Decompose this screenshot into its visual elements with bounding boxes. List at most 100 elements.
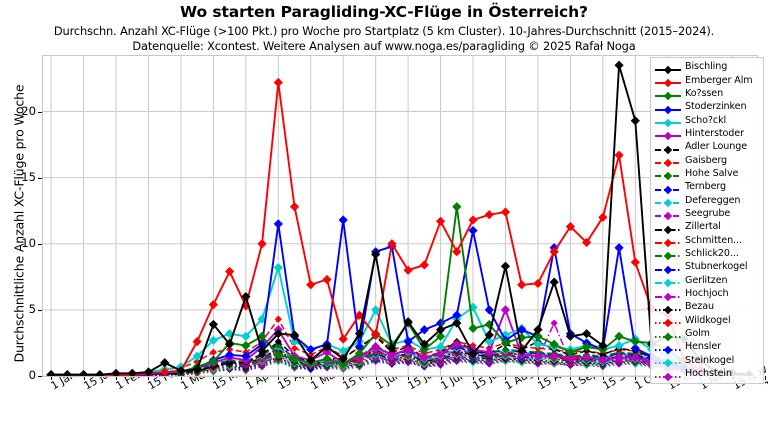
x-tick-mark [473,376,475,380]
legend-label: Stoderzinken [685,101,747,113]
legend-item[interactable]: Hochstein [654,367,760,381]
legend-swatch-icon [654,207,682,221]
legend-label: Stubnerkogel [685,261,748,273]
legend-item[interactable]: Adler Lounge [654,140,760,154]
x-tick-mark [83,376,85,380]
x-tick-mark [602,376,604,380]
legend-item[interactable]: Bischling [654,60,760,74]
y-tick-label: 0 [28,368,36,382]
legend-item[interactable]: Ternberg [654,180,760,194]
y-tick-label: 10 [21,235,36,250]
legend-swatch-icon [654,341,682,355]
y-tick-mark [38,376,42,377]
x-tick-mark [213,376,215,380]
legend-label: Defereggen [685,194,741,206]
legend-label: Hinterstoder [685,127,744,139]
x-tick-mark [278,376,280,380]
legend-item[interactable]: Hensler [654,340,760,355]
legend-label: Gerlitzen [685,274,728,286]
y-tick-label: 20 [21,103,36,118]
series-emberger-alm [46,77,754,376]
legend-swatch-icon [654,167,682,181]
x-tick-mark [408,376,410,380]
x-tick-mark [116,376,118,380]
x-tick-mark [148,376,150,380]
legend-label: Hohe Salve [685,167,739,179]
legend-swatch-icon [654,74,682,88]
legend-item[interactable]: Bezau [654,300,760,315]
legend-swatch-icon [654,154,682,168]
x-tick-mark [440,376,442,380]
legend-item[interactable]: Defereggen [654,193,760,208]
legend-item[interactable]: Hochjoch [654,287,760,301]
legend-item[interactable]: Gaisberg [654,153,760,168]
x-tick-mark [570,376,572,380]
x-tick-mark [375,376,377,380]
legend[interactable]: Bischling Emberger Alm Ko?ssen Stoderzinken… [650,57,764,385]
series-hochjoch [47,319,753,376]
x-tick-mark [505,376,507,380]
legend-item[interactable]: Seegrube [654,207,760,221]
legend-swatch-icon [654,101,682,114]
chart-subtitle-line-2: Datenquelle: Xcontest. Weitere Analysen … [132,39,636,53]
legend-item[interactable]: Schlick20... [654,247,760,261]
legend-swatch-icon [654,127,682,141]
legend-label: Ko?ssen [685,87,724,99]
legend-swatch-icon [654,61,682,74]
x-tick-mark [635,376,637,380]
legend-item[interactable]: Schmitten... [654,233,760,248]
y-tick-mark [38,309,42,311]
legend-label: Scho?ckl [685,114,727,126]
legend-swatch-icon [654,194,682,208]
legend-label: Wildkogel [685,314,731,326]
legend-item[interactable]: Stubnerkogel [654,260,760,275]
legend-swatch-icon [654,221,682,234]
legend-label: Seegrube [685,207,731,219]
legend-label: Emberger Alm [685,74,753,86]
legend-item[interactable]: Wildkogel [654,314,760,328]
legend-item[interactable]: Gerlitzen [654,274,760,288]
legend-label: Adler Lounge [685,141,748,153]
legend-label: Bischling [685,61,728,73]
x-tick-mark [537,376,539,380]
legend-swatch-icon [654,301,682,315]
legend-label: Gaisberg [685,154,728,166]
legend-swatch-icon [654,288,682,301]
legend-swatch-icon [654,87,682,101]
x-tick-mark [310,376,312,380]
legend-label: Schmitten... [685,234,742,246]
legend-item[interactable]: Golm [654,327,760,341]
legend-swatch-icon [654,274,682,288]
legend-swatch-icon [654,261,682,275]
legend-swatch-icon [654,234,682,248]
y-tick-mark [38,111,42,113]
legend-item[interactable]: Hinterstoder [654,127,760,141]
legend-item[interactable]: Zillertal [654,220,760,234]
chart-subtitle-line-1: Durchschn. Anzahl XC-Flüge (>100 Pkt.) p… [53,24,715,38]
x-tick-mark [180,376,182,380]
legend-label: Bezau [685,301,714,313]
legend-label: Hensler [685,341,722,353]
series-bischling [46,60,754,376]
legend-label: Golm [685,328,710,340]
legend-swatch-icon [654,114,682,128]
legend-label: Hochjoch [685,288,729,300]
chart-title: Wo starten Paragliding-XC-Flüge in Öster… [180,3,588,21]
x-tick-mark [343,376,345,380]
legend-swatch-icon [654,247,682,261]
legend-label: Ternberg [685,181,727,193]
legend-label: Schlick20... [685,247,739,259]
legend-swatch-icon [654,328,682,341]
x-tick-mark [765,376,767,380]
legend-item[interactable]: Hohe Salve [654,167,760,181]
x-tick-mark [51,376,53,380]
legend-item[interactable]: Stoderzinken [654,100,760,114]
legend-item[interactable]: Scho?ckl [654,113,760,128]
legend-item[interactable]: Ko?ssen [654,87,760,101]
legend-item[interactable]: Steinkogel [654,354,760,368]
legend-swatch-icon [654,368,682,381]
legend-swatch-icon [654,354,682,368]
legend-item[interactable]: Emberger Alm [654,73,760,88]
y-tick-mark [38,243,42,245]
